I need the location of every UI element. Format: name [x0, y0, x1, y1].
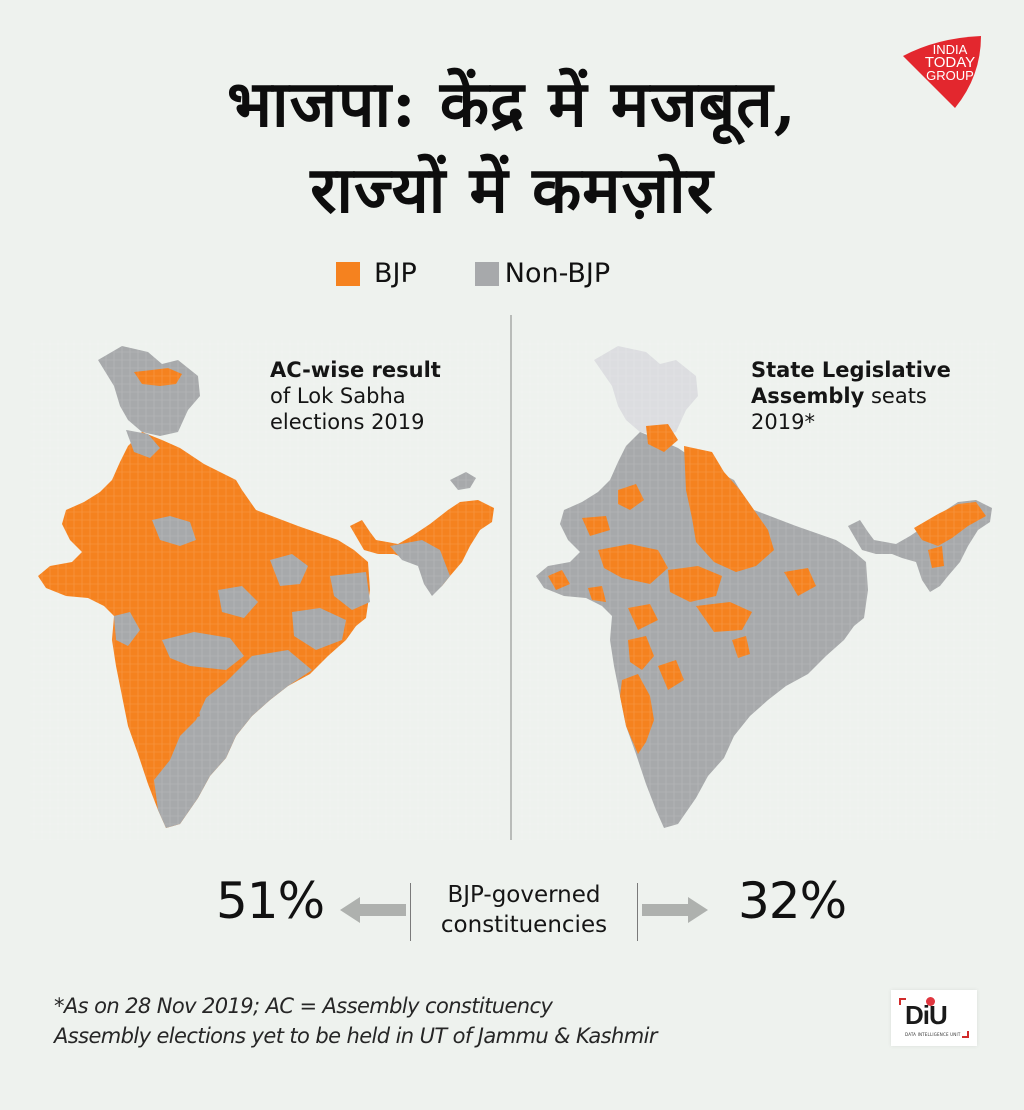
logo-line-today: TODAY [924, 54, 976, 71]
logo-line-group: GROUP [926, 68, 974, 83]
footnote-line-2: Assembly elections yet to be held in UT … [54, 1024, 657, 1048]
separator-right [637, 883, 638, 941]
caption-bold-line-2: Assembly [751, 384, 865, 408]
footnote-line-1: *As on 28 Nov 2019; AC = Assembly consti… [54, 994, 553, 1018]
logo-shape-icon [903, 36, 981, 108]
bracket-icon [962, 1031, 969, 1038]
page-title: भाजपा: केंद्र में मजबूत, राज्यों में कमज… [0, 62, 1024, 234]
legend: BJP Non-BJP [336, 258, 668, 289]
legend-item-bjp: BJP [336, 258, 417, 289]
caption-state-assembly: State Legislative Assembly seats 2019* [751, 357, 951, 435]
title-line-1: भाजपा: केंद्र में मजबूत, [227, 67, 797, 142]
lok-sabha-bjp-share: 51% [216, 872, 325, 930]
diu-mark: DiU [905, 1000, 948, 1030]
caption-bold: AC-wise result [270, 358, 441, 382]
separator-left [410, 883, 411, 941]
caption-line-3: elections 2019 [270, 410, 425, 434]
assembly-bjp-share: 32% [738, 872, 847, 930]
non-bjp-swatch-icon [474, 261, 499, 286]
legend-label-bjp: BJP [374, 258, 417, 289]
legend-label-non-bjp: Non-BJP [504, 258, 611, 289]
caption-lok-sabha: AC-wise result of Lok Sabha elections 20… [270, 357, 441, 435]
map-state-assembly-2019 [518, 340, 998, 840]
arrow-left-icon [340, 897, 406, 923]
arrow-right-icon [642, 897, 708, 923]
footnote: *As on 28 Nov 2019; AC = Assembly consti… [54, 991, 657, 1051]
caption-rest-line-2: seats [864, 384, 927, 408]
legend-item-non-bjp: Non-BJP [474, 258, 611, 289]
caption-line-3: 2019* [751, 410, 815, 434]
caption-line-2: of Lok Sabha [270, 384, 406, 408]
india-map-icon [518, 340, 998, 840]
comparison-label: BJP-governed constituencies [412, 880, 636, 940]
caption-bold-line-1: State Legislative [751, 358, 951, 382]
bjp-swatch-icon [336, 261, 360, 286]
panel-divider [510, 315, 512, 840]
india-today-group-logo: INDIA TODAY GROUP [897, 36, 983, 108]
logo-line-india: INDIA [932, 42, 968, 57]
dot-icon [926, 997, 935, 1006]
india-map-icon [30, 340, 500, 840]
comparison-label-line-2: constituencies [440, 912, 608, 938]
bracket-icon [899, 998, 906, 1005]
diu-logo: DiU DATA INTELLIGENCE UNIT [891, 990, 977, 1046]
title-line-2: राज्यों में कमज़ोर [310, 153, 714, 228]
diu-subtitle: DATA INTELLIGENCE UNIT [905, 1032, 961, 1037]
map-lok-sabha-2019 [30, 340, 500, 840]
comparison-label-line-1: BJP-governed [447, 882, 601, 908]
